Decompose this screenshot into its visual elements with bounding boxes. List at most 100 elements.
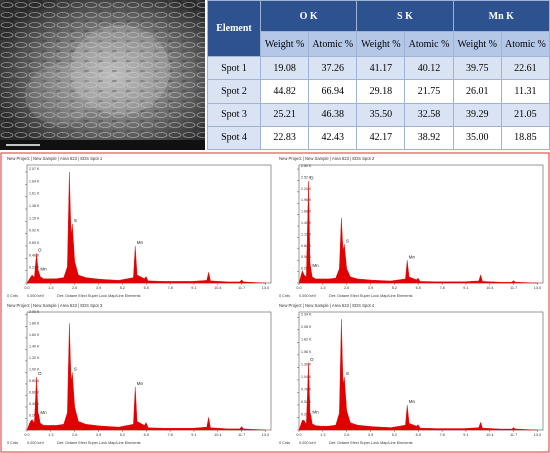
x-tick-label: 5.2 [392,433,397,437]
cell: 35.50 [356,102,406,127]
x-tick-label: 6.5 [416,433,421,437]
cell: 39.75 [452,55,502,81]
cell: 44.82 [259,79,310,104]
footer-text: 0.000 keV [27,294,45,298]
x-tick-label: 1.3 [320,433,325,437]
footer-text: 0 Cnts [7,441,18,445]
cell: 41.17 [356,55,406,81]
cell: 42.17 [356,125,406,151]
peak-label: Mn [409,399,416,404]
data-row: Spot 3 25.21 46.38 35.50 32.58 39.29 21.05 [207,102,550,127]
x-tick-label: 9.1 [463,286,468,290]
x-tick-label: 3.9 [368,433,373,437]
x-tick-label: 5.2 [120,286,125,290]
y-tick-label: 1.00 K [29,367,40,371]
subheader-cell: Weight % [452,31,502,57]
row-label: Spot 4 [207,125,261,151]
x-tick-label: 0.0 [24,433,29,437]
x-tick-label: 1.3 [320,286,325,290]
x-tick-label: 11.7 [238,286,245,290]
x-tick-label: 10.4 [214,433,221,437]
peak-label: O [38,371,42,376]
x-tick-label: 9.1 [191,433,196,437]
y-tick-label: 0.60 K [29,390,40,394]
peak-label: Mn [312,410,319,415]
y-tick-label: 2.52 K [301,175,312,179]
footer-text: Det: Octane Elect Super Lock Map/Line El… [329,294,413,298]
panel-border [0,152,550,453]
x-tick-label: 10.4 [486,286,493,290]
y-tick-label: 1.60 K [29,333,40,337]
peak-label: S [346,239,349,244]
y-tick-label: 0.23 K [29,266,40,270]
x-tick-label: 0.0 [296,433,301,437]
subheader-row: Weight % Atomic % Weight % Atomic % Weight %… [208,31,550,57]
x-tick-label: 3.9 [96,286,101,290]
sem-cluster [70,25,170,115]
spectrum-title: New Project | New Sample | Area 623 | ED… [279,303,375,308]
x-tick-label: 0.0 [24,286,29,290]
x-tick-label: 11.7 [510,433,517,437]
x-tick-label: 2.6 [72,433,77,437]
footer-text: 0.000 keV [299,294,317,298]
y-tick-label: 1.38 K [29,204,40,208]
header-cell: O K [259,0,358,32]
x-tick-label: 2.6 [72,286,77,290]
cell: 35.00 [452,125,502,151]
y-tick-label: 0.52 K [301,400,312,404]
x-tick-label: 0.0 [296,286,301,290]
x-tick-label: 13.0 [534,433,541,437]
y-tick-label: 2.00 K [29,310,40,314]
cell: 39.29 [452,102,502,127]
data-row: Spot 4 22.83 42.43 42.17 38.92 35.00 18.85 [207,125,550,151]
cell: 26.01 [452,79,502,104]
footer-text: 0.000 keV [27,441,45,445]
x-tick-label: 3.9 [96,433,101,437]
y-tick-label: 2.24 K [301,187,312,191]
plot-frame [26,311,272,431]
cell: 21.05 [500,102,550,127]
plot-frame [298,164,544,284]
y-tick-label: 2.80 K [301,164,312,168]
sem-texture [0,0,205,150]
spectrum-title: New Project | New Sample | Area 623 | ED… [7,156,103,161]
y-tick-label: 1.30 K [301,362,312,366]
cell: 42.43 [308,125,358,151]
y-tick-label: 0.40 K [29,402,40,406]
spectrum-title: New Project | New Sample | Area 623 | ED… [279,156,375,161]
cell: 11.31 [500,79,550,104]
y-tick-label: 1.40 K [301,221,312,225]
x-tick-label: 10.4 [214,286,221,290]
x-tick-label: 2.6 [344,433,349,437]
x-tick-label: 1.3 [48,286,53,290]
x-tick-label: 7.8 [439,433,444,437]
spectrum-area [26,171,266,284]
peak-label: O [310,357,314,362]
header-cell: Element [207,0,261,57]
x-tick-label: 7.8 [167,286,172,290]
y-tick-label: 0.84 K [301,244,312,248]
subheader-cell: Weight % [356,31,406,57]
peak-label: S [74,218,77,223]
cell: 21.75 [404,79,454,104]
sem-info-bar [0,140,205,150]
y-tick-label: 1.68 K [301,210,312,214]
peak-label: Mn [312,263,319,268]
y-tick-label: 1.04 K [301,375,312,379]
spectrum-area [26,323,266,431]
footer-text: Det: Octane Elect Super Lock Map/Line El… [57,294,141,298]
subheader-cell: Weight % [259,31,310,57]
footer-text: Det: Octane Elect Super Lock Map/Line El… [329,441,413,445]
y-tick-label: 2.08 K [301,325,312,329]
sem-image [0,0,205,150]
row-label: Spot 1 [207,55,261,81]
cell: 18.85 [500,125,550,151]
x-tick-label: 6.5 [416,286,421,290]
x-tick-label: 13.0 [262,433,269,437]
peak-label: Mn [137,240,144,245]
cell: 25.21 [259,102,310,127]
x-tick-label: 1.3 [48,433,53,437]
